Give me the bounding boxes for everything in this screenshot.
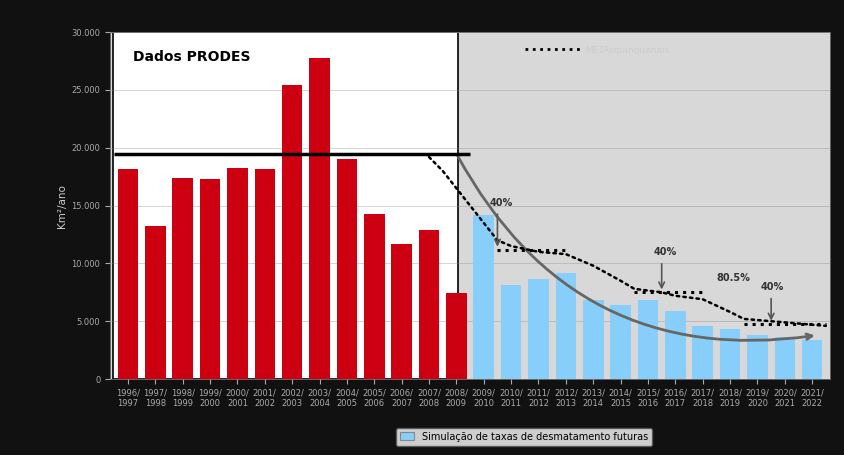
Bar — [309, 58, 329, 379]
Bar — [473, 215, 494, 379]
Text: 40%: 40% — [760, 282, 782, 292]
Y-axis label: Km²/ano: Km²/ano — [57, 184, 68, 228]
Bar — [227, 168, 247, 379]
Bar — [419, 230, 439, 379]
Bar — [746, 335, 767, 379]
Text: 80.5%: 80.5% — [716, 273, 749, 283]
Bar — [528, 279, 548, 379]
Text: 40%: 40% — [652, 248, 676, 258]
Bar — [364, 214, 384, 379]
Bar — [609, 305, 630, 379]
Text: Dados PRODES: Dados PRODES — [133, 50, 251, 64]
Bar — [391, 244, 411, 379]
Bar — [555, 273, 576, 379]
Text: 40%: 40% — [489, 197, 511, 207]
Bar — [719, 329, 739, 379]
Bar — [582, 300, 603, 379]
Bar — [117, 169, 138, 379]
Bar — [282, 86, 302, 379]
Bar — [500, 285, 521, 379]
FancyBboxPatch shape — [113, 32, 457, 379]
Bar — [637, 300, 657, 379]
Bar — [691, 326, 712, 379]
Bar — [254, 169, 275, 379]
Legend: Simulação de taxas de desmatamento futuras: Simulação de taxas de desmatamento futur… — [395, 428, 652, 445]
Bar — [336, 159, 357, 379]
Bar — [145, 226, 165, 379]
Text: METAsquinquenais: METAsquinquenais — [584, 46, 668, 55]
Bar — [801, 340, 821, 379]
Bar — [172, 178, 192, 379]
Bar — [664, 311, 684, 379]
Bar — [199, 179, 220, 379]
Bar — [774, 338, 794, 379]
Bar — [446, 293, 466, 379]
